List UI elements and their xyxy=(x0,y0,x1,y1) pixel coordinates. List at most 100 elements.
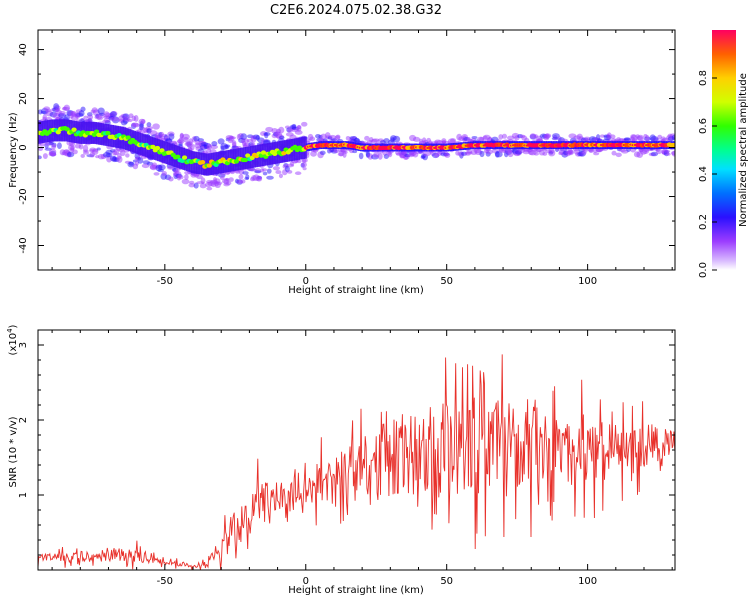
spectral-ridge-blob xyxy=(260,150,267,155)
spectral-halo-blob xyxy=(213,178,221,184)
spectral-halo-blob xyxy=(128,161,134,166)
spectral-halo-blob xyxy=(78,143,84,150)
spectral-band-column xyxy=(202,153,206,176)
spectral-halo-blob xyxy=(650,151,659,157)
spectral-ridge-blob xyxy=(105,130,111,136)
spectral-halo-blob xyxy=(392,135,401,143)
spectral-halo-blob xyxy=(231,140,237,148)
colorbar-ticks: 0.0 0.2 0.4 0.6 0.8 xyxy=(698,70,717,278)
spectral-band-column xyxy=(179,146,182,169)
spectral-halo-blob xyxy=(294,130,303,135)
spectral-halo-blob xyxy=(498,134,504,140)
spectral-halo-blob xyxy=(125,153,130,158)
spectrogram-panel: -50 0 50 100 -40 -20 0 20 40 Height of straight … xyxy=(8,29,676,296)
spectral-halo-blob xyxy=(152,123,160,130)
spectral-halo-blob xyxy=(219,176,225,180)
spectral-halo-blob xyxy=(211,141,218,147)
spectral-halo-blob xyxy=(545,133,550,140)
spectral-halo-blob xyxy=(132,123,141,128)
spectral-halo-blob xyxy=(319,150,326,155)
spectral-halo-blob xyxy=(256,176,263,182)
spectral-halo-blob xyxy=(377,152,383,160)
spectral-halo-blob xyxy=(40,110,47,114)
spectral-ridge-blob xyxy=(179,158,185,164)
spectral-halo-blob xyxy=(364,135,370,141)
spectral-halo-blob xyxy=(671,134,675,141)
spectral-halo-blob xyxy=(265,126,274,133)
spectral-halo-blob xyxy=(50,153,57,157)
colorbar-tick-label: 0.2 xyxy=(698,214,709,230)
snr-series-line xyxy=(38,354,675,570)
snr-y-axis-label: SNR (10 * v/v) xyxy=(8,416,19,487)
spectral-halo-blob xyxy=(272,166,280,171)
spectral-halo-blob xyxy=(494,150,500,158)
spectral-halo-blob xyxy=(82,151,90,155)
figure-title: C2E6.2024.075.02.38.G32 xyxy=(270,3,442,18)
x-tick-label-snr: 50 xyxy=(440,576,453,587)
spectral-halo-blob xyxy=(479,136,484,143)
spectral-ridge-blob xyxy=(181,155,188,160)
spectral-halo-blob xyxy=(153,172,160,176)
spectral-halo-blob xyxy=(615,152,622,158)
spectral-halo-blob xyxy=(78,110,85,117)
spectral-halo-blob xyxy=(593,152,600,156)
spectral-halo-blob xyxy=(266,175,274,180)
spectral-halo-blob xyxy=(139,123,144,131)
y-tick-label-spectrogram: -40 xyxy=(18,237,29,253)
y-tick-label-snr: 3 xyxy=(18,342,29,348)
spectral-halo-blob xyxy=(206,186,213,191)
spectral-halo-blob xyxy=(278,126,285,134)
spectral-halo-blob xyxy=(278,135,285,140)
snr-y-scale-base: (x10 xyxy=(8,333,19,356)
colorbar-label: Normalized spectral amplitude xyxy=(738,73,749,227)
colorbar-tick-label: 0.6 xyxy=(698,118,709,134)
spectral-halo-blob xyxy=(542,151,548,156)
spectral-halo-blob xyxy=(181,178,190,185)
spectral-halo-blob xyxy=(309,136,316,142)
spectral-halo-blob xyxy=(342,150,348,154)
spectral-halo-blob xyxy=(146,122,152,128)
spectral-halo-blob xyxy=(168,133,175,140)
spectral-halo-blob xyxy=(238,174,244,180)
spectral-ridge-blob xyxy=(154,145,161,151)
x-tick-label-spectrogram: 100 xyxy=(578,276,597,287)
spectral-ridge-blob xyxy=(64,127,70,132)
spectral-halo-blob xyxy=(294,171,302,175)
spectral-halo-blob xyxy=(63,104,71,111)
spectral-halo-blob xyxy=(220,145,225,151)
y-tick-label-spectrogram: 20 xyxy=(18,92,29,105)
spectral-halo-blob xyxy=(262,171,268,176)
spectral-ridge-blob xyxy=(281,150,287,156)
spectral-ridge-blob xyxy=(200,160,206,165)
spectral-halo-blob xyxy=(568,150,574,155)
spectral-halo-blob xyxy=(301,162,307,168)
spectral-halo-blob xyxy=(193,182,199,189)
spectral-halo-blob xyxy=(533,152,539,156)
spectral-halo-blob xyxy=(42,153,48,160)
spectral-ridge-blob xyxy=(671,142,675,148)
x-tick-label-snr: 0 xyxy=(303,576,309,587)
spectral-halo-blob xyxy=(188,180,195,185)
spectral-halo-blob xyxy=(242,171,249,175)
spectral-band-column xyxy=(180,147,184,170)
spectral-halo-blob xyxy=(97,107,105,115)
spectral-halo-blob xyxy=(127,118,133,123)
spectral-halo-blob xyxy=(80,106,86,112)
spectral-halo-blob xyxy=(56,142,62,150)
spectral-halo-blob xyxy=(251,175,257,181)
spectral-ridge-blob xyxy=(71,127,77,132)
spectral-halo-blob xyxy=(548,149,556,157)
spectral-halo-blob xyxy=(67,151,75,158)
spectral-halo-blob xyxy=(83,115,89,119)
spectrogram-y-axis-label: Frequency (Hz) xyxy=(8,112,19,188)
colorbar-gradient xyxy=(712,30,736,270)
spectral-ridge-blob xyxy=(94,129,100,134)
spectral-halo-blob xyxy=(296,125,302,132)
spectral-ridge-blob xyxy=(272,151,278,157)
spectral-halo-blob xyxy=(64,114,70,121)
y-tick-label-spectrogram: 0 xyxy=(18,144,29,150)
x-tick-label-spectrogram: -50 xyxy=(157,276,173,287)
spectrogram-ticks: -50 0 50 100 -40 -20 0 20 40 xyxy=(18,30,675,287)
spectral-halo-blob xyxy=(599,134,605,138)
